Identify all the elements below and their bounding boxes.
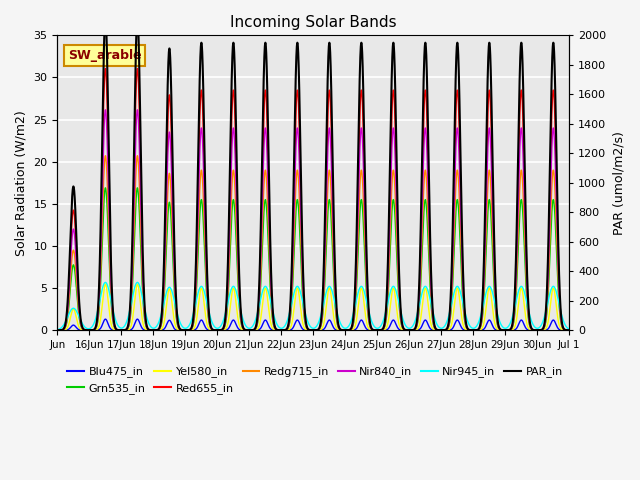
Y-axis label: PAR (umol/m2/s): PAR (umol/m2/s) bbox=[612, 131, 625, 235]
Legend: Blu475_in, Grn535_in, Yel580_in, Red655_in, Redg715_in, Nir840_in, Nir945_in, PA: Blu475_in, Grn535_in, Yel580_in, Red655_… bbox=[63, 362, 567, 398]
Text: SW_arable: SW_arable bbox=[68, 49, 141, 62]
Title: Incoming Solar Bands: Incoming Solar Bands bbox=[230, 15, 397, 30]
Y-axis label: Solar Radiation (W/m2): Solar Radiation (W/m2) bbox=[15, 110, 28, 256]
